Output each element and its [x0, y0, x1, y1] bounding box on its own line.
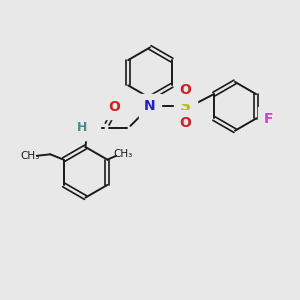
- Text: H: H: [77, 121, 87, 134]
- Text: CH₃: CH₃: [114, 149, 133, 159]
- Text: N: N: [83, 121, 94, 135]
- Text: O: O: [179, 83, 191, 97]
- Text: N: N: [144, 99, 156, 113]
- Text: S: S: [180, 99, 190, 114]
- Text: F: F: [263, 112, 273, 126]
- Text: O: O: [179, 116, 191, 130]
- Text: O: O: [109, 100, 121, 114]
- Text: CH₃: CH₃: [21, 151, 40, 161]
